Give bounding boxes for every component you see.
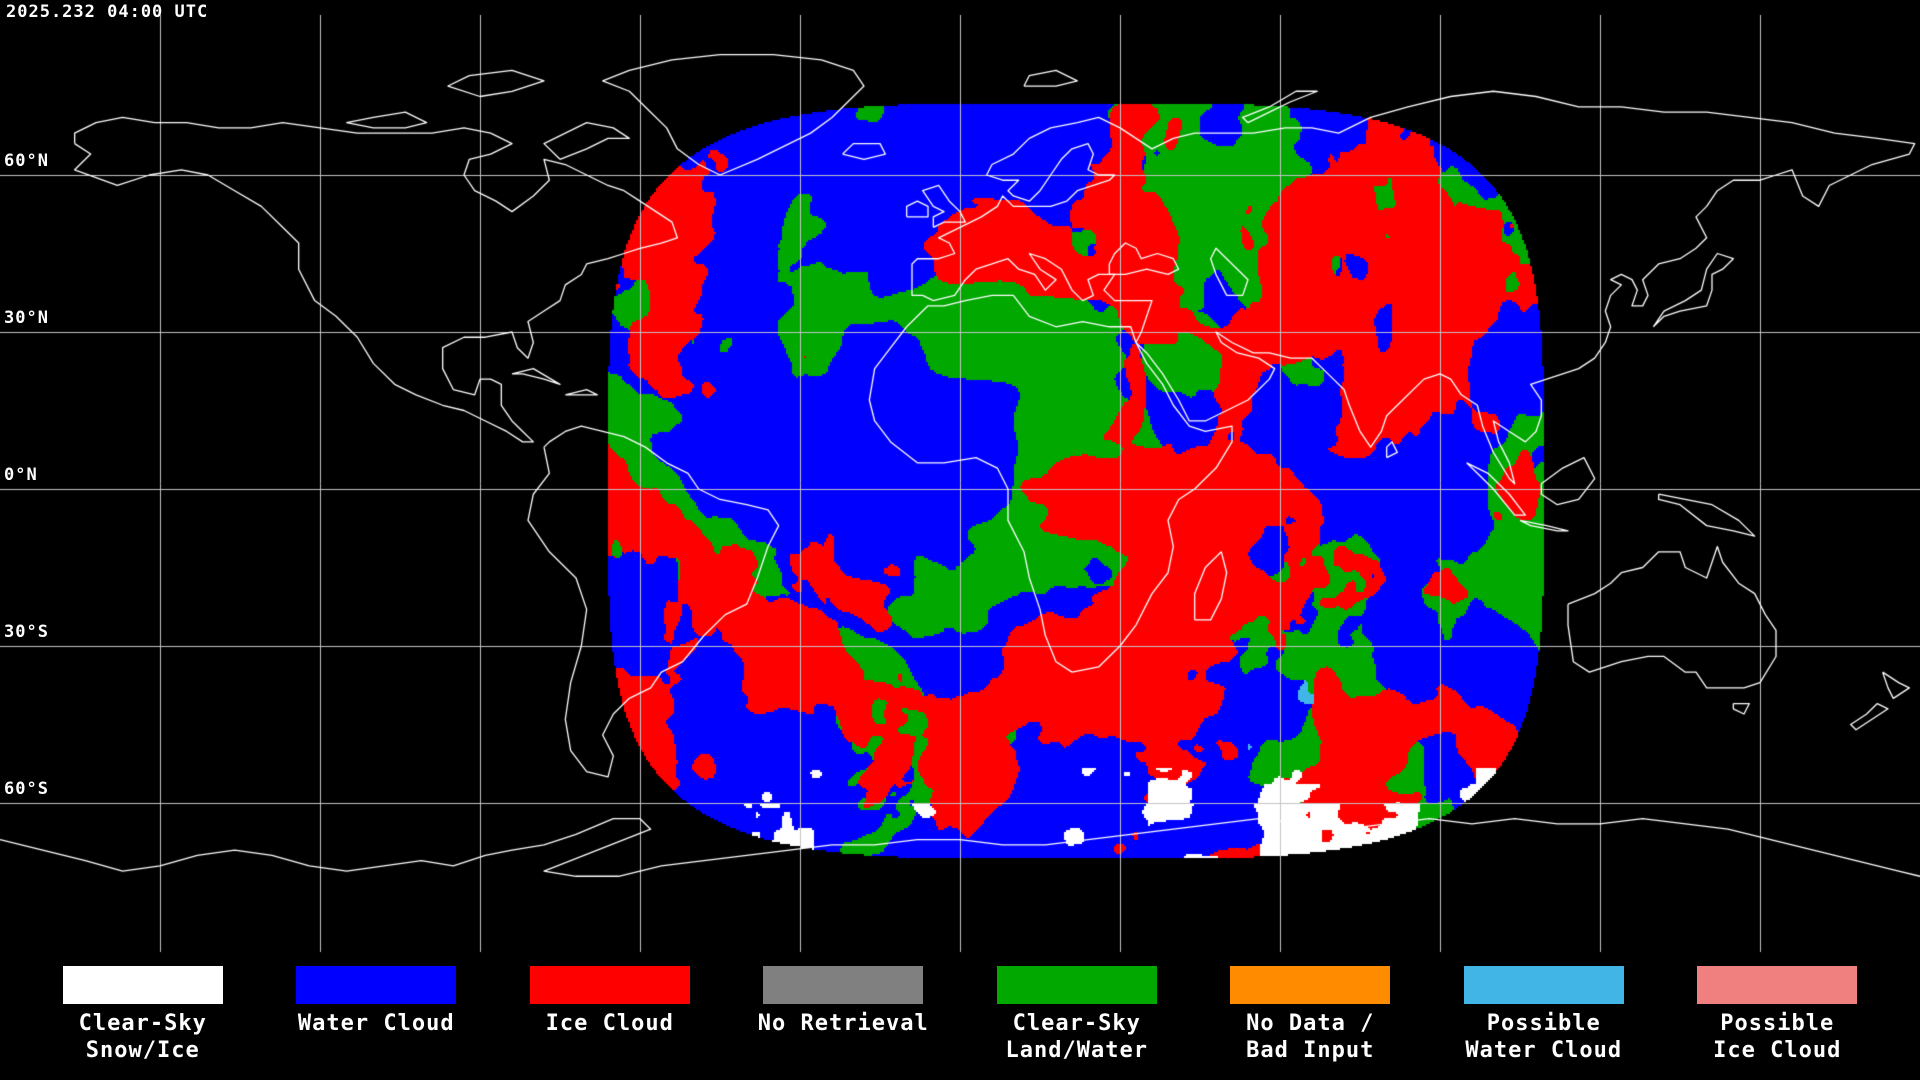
latitude-label: 30°S (4, 622, 49, 642)
legend-swatch (529, 966, 690, 1004)
legend-swatch (62, 966, 223, 1004)
legend-item: Possible Ice Cloud (1661, 966, 1895, 1064)
latitude-label: 60°S (4, 779, 49, 799)
legend-label-line1: No Data / (1246, 1011, 1375, 1036)
legend-item: Ice Cloud (493, 966, 727, 1064)
legend-item: Possible Water Cloud (1427, 966, 1661, 1064)
legend-label-line1: Ice Cloud (545, 1011, 674, 1036)
legend-label-line1: Clear-Sky (1012, 1011, 1141, 1036)
latitude-label: 0°N (4, 465, 38, 485)
legend-swatch (996, 966, 1157, 1004)
legend-item: No Data / Bad Input (1194, 966, 1428, 1064)
legend-label-line1: Possible (1486, 1011, 1601, 1036)
legend-label-line1: Possible (1720, 1011, 1835, 1036)
legend-item: Clear-Sky Land/Water (960, 966, 1194, 1064)
legend-swatch (763, 966, 924, 1004)
world-map-canvas (0, 0, 1920, 970)
legend-swatch (1697, 966, 1858, 1004)
legend-label-line2: Ice Cloud (1713, 1038, 1842, 1063)
legend-swatch (296, 966, 457, 1004)
legend-label-line1: No Retrieval (757, 1011, 929, 1036)
latitude-label: 30°N (4, 308, 49, 328)
legend-label-line2: Water Cloud (1465, 1038, 1623, 1063)
latitude-label: 60°N (4, 151, 49, 171)
legend-item: Water Cloud (260, 966, 494, 1064)
legend-item: Clear-Sky Snow/Ice (26, 966, 260, 1064)
timestamp: 2025.232 04:00 UTC (6, 2, 209, 22)
legend-label-line2: Bad Input (1246, 1038, 1375, 1063)
legend-swatch (1463, 966, 1624, 1004)
legend: Clear-Sky Snow/Ice Water Cloud Ice Cloud… (26, 966, 1894, 1064)
legend-item: No Retrieval (727, 966, 961, 1064)
legend-label-line1: Clear-Sky (78, 1011, 207, 1036)
legend-label-line2: Snow/Ice (85, 1038, 200, 1063)
legend-label-line1: Water Cloud (297, 1011, 455, 1036)
legend-label-line2: Land/Water (1005, 1038, 1148, 1063)
legend-swatch (1230, 966, 1391, 1004)
